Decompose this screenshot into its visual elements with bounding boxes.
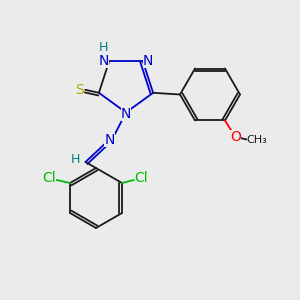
Text: Cl: Cl (42, 172, 56, 185)
Text: N: N (121, 107, 131, 121)
Text: Cl: Cl (135, 172, 148, 185)
Text: O: O (230, 130, 241, 144)
Text: N: N (143, 54, 153, 68)
Text: H: H (70, 152, 80, 166)
Text: N: N (99, 54, 109, 68)
Text: N: N (104, 133, 115, 146)
Text: CH₃: CH₃ (247, 135, 268, 145)
Text: S: S (75, 83, 84, 97)
Text: H: H (99, 41, 109, 54)
